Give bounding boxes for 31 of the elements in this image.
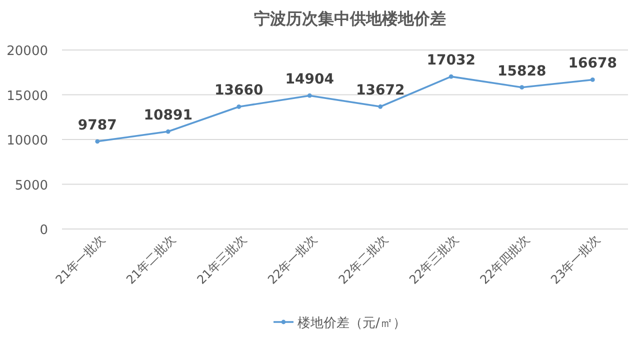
x-tick-label: 21年一批次 bbox=[52, 232, 108, 287]
y-tick-label: 10000 bbox=[6, 134, 48, 148]
x-tick-label: 22年二批次 bbox=[336, 232, 390, 287]
x-tick-label: 22年一批次 bbox=[265, 232, 320, 287]
point bbox=[520, 85, 524, 90]
data-label: 16678 bbox=[568, 56, 617, 72]
y-tick-label: 5000 bbox=[14, 178, 48, 194]
y-tick-label: 0 bbox=[40, 223, 48, 238]
data-label: 14904 bbox=[285, 72, 334, 88]
data-label: 10891 bbox=[144, 108, 192, 124]
y-tick-label: 15000 bbox=[6, 88, 48, 104]
chart-title: 宁波历次集中供地楼地价差 bbox=[254, 9, 446, 28]
point bbox=[590, 78, 595, 82]
point bbox=[307, 93, 312, 98]
x-tick-label: 23年一批次 bbox=[548, 232, 603, 287]
y-tick-label: 20000 bbox=[6, 44, 48, 59]
point bbox=[236, 104, 242, 109]
data-label: 17032 bbox=[426, 52, 476, 69]
point bbox=[95, 139, 100, 144]
x-tick-label: 21年二批次 bbox=[124, 232, 178, 287]
x-tick-label: 22年三批次 bbox=[406, 232, 462, 287]
x-tick-label: 22年四批次 bbox=[477, 232, 532, 287]
x-tick-label: 21年三批次 bbox=[194, 232, 249, 287]
point bbox=[378, 104, 383, 109]
data-label: 9787 bbox=[78, 117, 117, 134]
data-label: 13660 bbox=[214, 82, 264, 99]
data-label: 13672 bbox=[356, 82, 405, 99]
point bbox=[166, 129, 170, 134]
point bbox=[448, 74, 454, 79]
legend-label: 楼地价差（元/㎡） bbox=[298, 316, 406, 331]
data-label: 15828 bbox=[498, 63, 546, 80]
